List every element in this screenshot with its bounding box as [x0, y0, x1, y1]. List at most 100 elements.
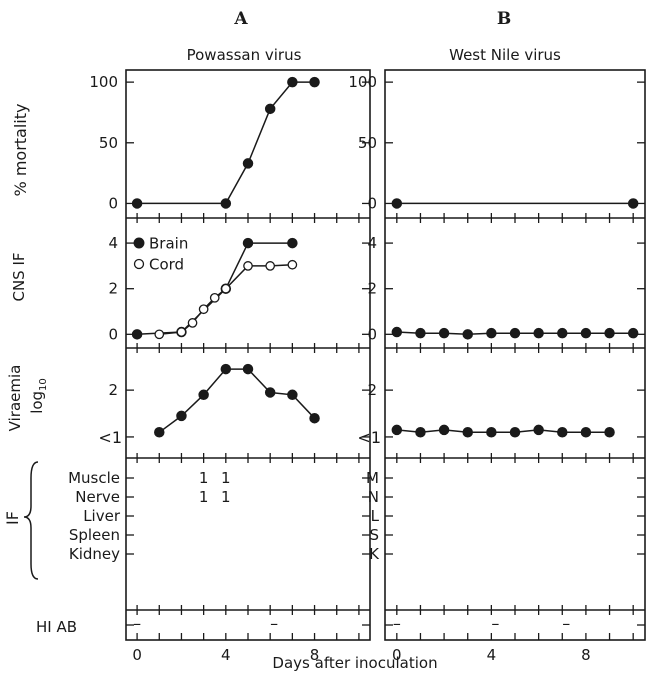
panel-a-title: Powassan virus — [187, 46, 302, 64]
data-point-cns-brain — [131, 329, 143, 340]
if-tissue-label: Kidney — [69, 545, 120, 563]
y-tick-label: 0 — [108, 194, 118, 212]
series-line-viraemia-0 — [158, 368, 316, 433]
series-line-viraemia-0 — [396, 429, 610, 434]
if-tissue-label: Muscle — [68, 469, 120, 487]
data-point-cns-brain — [287, 237, 298, 249]
legend-marker-cord — [133, 258, 145, 270]
y-tick-label: 2 — [108, 381, 118, 399]
panel-a: 0 4 8 0 50 100 0 2 4 <1 2 Brain Cord MuscleNerveLiver… — [68, 69, 371, 664]
if-result-cell: 1 — [221, 469, 231, 487]
data-point-viraemia — [198, 389, 209, 401]
viraemia-unit-subscript: 10 — [38, 378, 49, 391]
data-point-cns — [391, 326, 403, 338]
data-point-cns-cord — [176, 327, 187, 337]
if-tissue-label: L — [371, 507, 380, 525]
data-point-viraemia — [580, 427, 592, 438]
data-point-viraemia — [176, 410, 187, 422]
if-tissue-label: K — [369, 545, 380, 563]
data-point-cns — [438, 327, 450, 339]
data-point-mortality — [309, 76, 320, 88]
data-point-cns — [627, 327, 639, 339]
data-point-mortality — [220, 198, 232, 209]
data-point-cns-cord — [265, 261, 276, 271]
if-tissue-label: Spleen — [69, 526, 120, 544]
data-point-mortality — [131, 198, 143, 209]
y-tick-label: 4 — [367, 234, 377, 252]
data-point-cns — [533, 327, 544, 339]
series-line-cns-cord — [159, 264, 293, 336]
x-tick-label-0: 0 — [132, 646, 142, 664]
y-tick-label: 0 — [367, 194, 377, 212]
data-point-cns-brain — [242, 237, 254, 249]
data-point-cns — [509, 327, 521, 339]
data-point-viraemia — [264, 387, 276, 398]
x-tick-label-8: 8 — [310, 646, 320, 664]
series-line-mortality-0 — [137, 81, 315, 205]
x-tick-label-0: 0 — [392, 646, 402, 664]
hi-ab-result: – — [491, 614, 499, 633]
hi-ab-result: – — [270, 614, 278, 633]
y-tick-label: 2 — [367, 381, 377, 399]
y-tick-label: 100 — [348, 73, 377, 91]
hi-ab-label: HI AB — [36, 618, 77, 636]
data-point-cns — [604, 327, 615, 339]
data-point-mortality — [391, 198, 403, 209]
y-tick-label: 4 — [108, 234, 118, 252]
data-point-cns-cord — [187, 318, 198, 328]
data-point-viraemia — [486, 427, 497, 438]
y-tick-label: 100 — [89, 73, 118, 91]
if-result-cell: 1 — [221, 488, 231, 506]
y-tick-label: 50 — [358, 134, 377, 152]
data-point-viraemia — [415, 427, 426, 438]
data-point-viraemia — [557, 427, 568, 438]
data-point-cns — [557, 327, 568, 339]
y-tick-label: 0 — [108, 325, 118, 343]
data-point-cns — [580, 327, 592, 339]
if-tissue-label: Liver — [83, 507, 121, 525]
if-axis-label: IF — [3, 511, 22, 525]
panel-b-title: West Nile virus — [449, 46, 561, 64]
y-tick-label-less-than-one: <1 — [98, 428, 122, 447]
legend-marker-brain — [133, 237, 145, 249]
data-point-viraemia — [220, 363, 232, 375]
data-point-cns-cord — [209, 292, 220, 303]
data-point-cns — [462, 329, 473, 340]
data-point-mortality — [627, 198, 639, 209]
data-point-viraemia — [391, 424, 403, 436]
panel-b-letter: B — [497, 9, 511, 29]
data-point-mortality — [242, 158, 254, 169]
if-tissue-label: M — [366, 469, 379, 487]
data-point-viraemia — [438, 424, 450, 436]
x-tick-label-8: 8 — [581, 646, 591, 664]
data-point-cns-cord — [198, 304, 209, 315]
if-tissue-label: Nerve — [75, 488, 120, 506]
if-result-cell: 1 — [199, 469, 209, 487]
y-tick-label: 2 — [108, 280, 118, 298]
x-tick-label-4: 4 — [487, 646, 497, 664]
hi-ab-result: – — [562, 614, 570, 633]
x-tick-label-4: 4 — [221, 646, 231, 664]
data-point-cns — [486, 327, 497, 339]
if-result-cell: 1 — [199, 488, 209, 506]
cns-axis-label: CNS IF — [10, 252, 28, 301]
data-point-cns-cord — [287, 259, 298, 270]
data-point-cns-cord — [220, 283, 231, 294]
y-tick-label-less-than-one: <1 — [357, 428, 381, 447]
mortality-axis-label: % mortality — [11, 104, 30, 197]
data-point-viraemia — [309, 412, 320, 424]
y-tick-label: 0 — [367, 325, 377, 343]
data-point-viraemia — [604, 427, 615, 438]
data-point-viraemia — [287, 389, 298, 401]
x-axis-label: Days after inoculation — [272, 654, 437, 672]
panel-b-frame — [384, 69, 646, 641]
data-point-cns-cord — [154, 329, 165, 340]
if-tissue-label: N — [368, 488, 379, 506]
if-tissue-brace — [23, 461, 39, 580]
legend-label-cord: Cord — [149, 256, 184, 274]
data-point-viraemia — [462, 427, 473, 438]
data-point-mortality — [287, 76, 298, 88]
data-point-cns — [415, 327, 426, 339]
